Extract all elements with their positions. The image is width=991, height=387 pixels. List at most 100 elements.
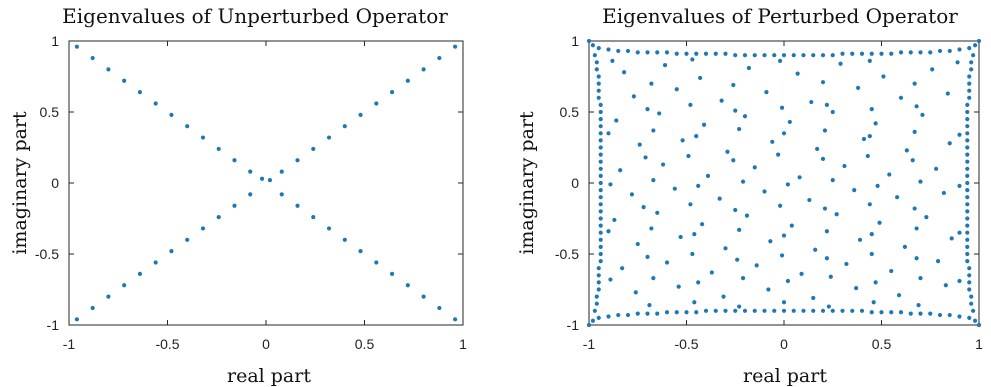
right-eigenvalue-point (869, 107, 874, 112)
right-eigenvalue-point (930, 67, 935, 72)
right-eigenvalue-point (965, 180, 970, 186)
right-eigenvalue-point (813, 247, 818, 252)
left-y-tick-label: 0 (51, 175, 59, 191)
right-eigenvalue-point (744, 213, 750, 218)
right-y-tick-label: -1 (567, 317, 580, 333)
right-eigenvalue-point (694, 310, 699, 315)
right-eigenvalue-point (598, 202, 603, 207)
right-eigenvalue-point (957, 278, 962, 284)
right-eigenvalue-point (879, 310, 884, 315)
right-chart-title: Eigenvalues of Perturbed Operator (602, 4, 958, 28)
right-eigenvalue-point (737, 126, 742, 132)
right-y-tick-label: 0.5 (560, 104, 580, 120)
right-eigenvalue-point (967, 46, 972, 51)
right-eigenvalue-point (811, 53, 816, 58)
left-eigenvalue-point (106, 294, 111, 299)
right-eigenvalue-point (733, 53, 738, 58)
left-x-tick-label: 0.5 (355, 336, 375, 352)
right-eigenvalue-point (842, 163, 847, 169)
right-eigenvalue-point (889, 310, 894, 315)
left-eigenvalue-point (279, 169, 284, 174)
right-eigenvalue-point (596, 88, 601, 93)
right-eigenvalue-point (965, 251, 970, 257)
left-x-axis-label: real part (227, 365, 311, 387)
right-eigenvalue-point (889, 51, 894, 56)
right-eigenvalue-point (789, 223, 794, 228)
right-eigenvalue-point (674, 51, 679, 56)
left-eigenvalue-point (389, 90, 395, 95)
right-eigenvalue-point (965, 223, 970, 228)
right-eigenvalue-point (740, 179, 746, 184)
right-eigenvalue-point (703, 51, 709, 56)
right-eigenvalue-point (955, 60, 960, 65)
right-eigenvalue-point (649, 81, 654, 86)
right-eigenvalue-point (820, 53, 826, 58)
right-eigenvalue-point (965, 109, 970, 115)
right-eigenvalue-point (606, 47, 611, 52)
right-eigenvalue-point (608, 277, 613, 282)
left-plot-frame (68, 40, 464, 326)
left-y-tick-label: -1 (47, 317, 60, 333)
right-eigenvalue-point (781, 131, 787, 136)
right-eigenvalue-point (590, 43, 596, 48)
left-chart-title: Eigenvalues of Unperturbed Operator (62, 4, 448, 28)
right-eigenvalue-point (947, 48, 952, 54)
right-eigenvalue-point (698, 75, 703, 81)
right-eigenvalue-point (717, 196, 722, 201)
right-eigenvalue-point (746, 65, 752, 71)
right-eigenvalue-point (957, 47, 962, 52)
left-x-tick-label: -1 (63, 336, 76, 352)
left-eigenvalue-point (90, 305, 95, 311)
left-eigenvalue-point (405, 78, 410, 83)
right-eigenvalue-point (742, 53, 748, 58)
right-eigenvalue-point (969, 60, 974, 65)
right-eigenvalue-point (965, 209, 970, 214)
right-eigenvalue-point (850, 51, 855, 56)
right-eigenvalue-point (655, 311, 660, 316)
right-eigenvalue-point (971, 308, 976, 313)
left-eigenvalue-point (453, 317, 458, 322)
right-eigenvalue-point (776, 152, 781, 157)
right-x-tick-label: 0.5 (872, 336, 892, 352)
right-eigenvalue-point (598, 195, 603, 200)
right-eigenvalue-point (606, 314, 611, 319)
right-eigenvalue-point (742, 308, 748, 313)
right-eigenvalue-point (924, 214, 929, 220)
left-eigenvalue-point (295, 158, 300, 163)
right-eigenvalue-point (965, 159, 970, 164)
right-eigenvalue-point (629, 192, 635, 197)
right-eigenvalue-point (918, 311, 923, 316)
right-eigenvalue-point (692, 300, 697, 305)
right-eigenvalue-point (957, 230, 962, 235)
right-eigenvalue-point (965, 124, 970, 129)
right-eigenvalue-point (830, 308, 835, 313)
right-eigenvalue-point (674, 310, 679, 315)
right-eigenvalue-point (735, 257, 740, 262)
left-eigenvalue-point (137, 90, 143, 95)
right-eigenvalue-point (840, 51, 845, 56)
right-eigenvalue-point (840, 308, 845, 313)
right-eigenvalue-point (737, 227, 742, 232)
right-eigenvalue-point (856, 85, 861, 90)
right-eigenvalue-point (838, 61, 843, 66)
right-eigenvalue-point (873, 121, 878, 126)
right-eigenvalue-point (713, 308, 718, 313)
right-x-tick-label: 0 (780, 336, 788, 352)
right-eigenvalue-point (867, 58, 872, 63)
right-eigenvalue-point (859, 308, 865, 313)
right-eigenvalue-point (719, 98, 724, 103)
right-eigenvalue-point (772, 53, 777, 58)
left-eigenvalue-point (122, 78, 127, 83)
left-eigenvalue-point (74, 317, 79, 322)
right-eigenvalue-point (596, 287, 601, 292)
right-eigenvalue-point (873, 280, 878, 285)
right-eigenvalue-point (598, 152, 603, 157)
left-eigenvalue-point (232, 203, 237, 208)
right-eigenvalue-point (820, 156, 826, 161)
left-eigenvalue-point (421, 67, 426, 72)
right-eigenvalue-point (881, 74, 886, 79)
right-eigenvalue-point (869, 51, 874, 56)
right-eigenvalue-point (912, 129, 917, 134)
right-eigenvalue-point (945, 91, 950, 96)
right-eigenvalue-point (596, 81, 601, 86)
